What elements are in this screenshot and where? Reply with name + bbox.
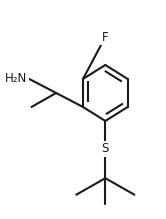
- Text: F: F: [102, 30, 109, 44]
- Text: H₂N: H₂N: [5, 72, 27, 85]
- Text: S: S: [102, 142, 109, 155]
